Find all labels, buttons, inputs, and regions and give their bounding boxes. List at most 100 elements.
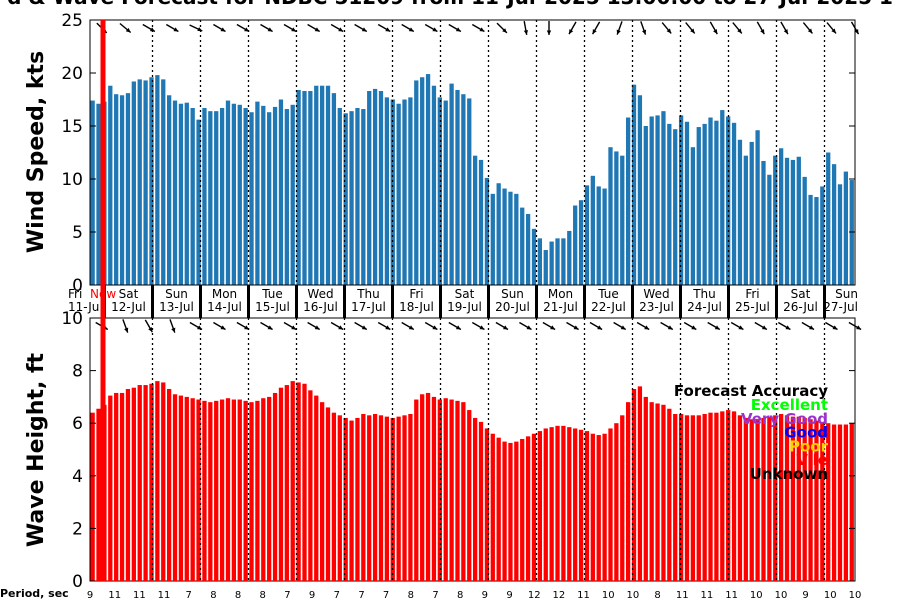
wind-speed-bar (684, 121, 690, 285)
wave-direction-arrow-head (761, 325, 767, 330)
period-value: 10 (627, 590, 640, 600)
wind-direction-arrow-head (831, 28, 836, 34)
date-label: 25-Jul (735, 300, 770, 314)
wind-direction-arrow-head (854, 29, 859, 35)
wave-height-bar (502, 441, 507, 581)
wind-speed-bar (843, 171, 849, 285)
day-separator (583, 285, 586, 318)
day-separator (487, 285, 490, 318)
wind-speed-bar (143, 80, 148, 285)
wind-speed-bar (214, 111, 219, 285)
wind-speed-bar (443, 100, 448, 285)
wave-height-bar (437, 399, 442, 581)
day-name-label: Fri (68, 287, 82, 301)
day-label-row: Fri11-JulSat12-JulSun13-JulMon14-JulTue1… (68, 284, 858, 318)
wave-height-bar (243, 400, 248, 581)
wave-height-bar (272, 392, 278, 581)
date-label: 11-Jul (68, 300, 103, 314)
wave-height-bar (767, 416, 772, 582)
wind-speed-bar (520, 207, 525, 285)
wave-direction-arrow-head (573, 325, 579, 330)
wind-speed-bar (790, 159, 796, 285)
period-axis-label: Period, sec (0, 587, 69, 600)
day-name-label: Sat (455, 287, 475, 301)
wind-speed-bar (161, 79, 166, 285)
wind-speed-bar (290, 104, 295, 285)
wave-height-bar (643, 396, 648, 581)
wave-height-bar (284, 385, 289, 581)
wave-direction-arrow-head (267, 325, 273, 330)
wave-height-bar (108, 395, 113, 581)
wind-speed-bar (337, 107, 342, 285)
wind-speed-bar (514, 193, 519, 285)
date-label: 17-Jul (351, 300, 386, 314)
wind-speed-bar (649, 116, 654, 286)
wave-direction-arrow-head (244, 325, 250, 330)
wind-speed-bar (461, 94, 466, 285)
wind-speed-bar (343, 113, 348, 285)
wind-direction-arrow-head (197, 27, 203, 31)
wave-direction-arrow-head (455, 325, 461, 330)
wave-direction-arrows (95, 319, 862, 333)
wind-direction-arrow-head (432, 27, 438, 32)
wind-speed-bar (567, 230, 572, 285)
now-marker: Now (90, 20, 116, 581)
period-value: 11 (701, 590, 714, 600)
period-value: 12 (528, 590, 541, 600)
wave-direction-arrow-head (479, 325, 485, 330)
wave-height-bar (802, 417, 807, 581)
wave-height-bar (667, 408, 672, 582)
wind-direction-arrow-head (546, 30, 552, 35)
wave-direction-arrow-head (503, 325, 508, 330)
wind-speed-bar (555, 238, 560, 285)
wind-y-ticks: 0 5 10 15 20 25 (61, 11, 855, 296)
wind-speed-bar (402, 99, 407, 285)
day-name-label: Sat (119, 287, 139, 301)
wave-height-bar (119, 392, 125, 581)
wind-speed-panel: 0 5 10 15 20 25 Wind Speed, kts (24, 11, 860, 296)
wind-speed-bar (608, 147, 613, 285)
legend-item: Poor (789, 437, 829, 455)
period-value: 8 (210, 590, 216, 600)
wave-direction-arrow-head (809, 325, 814, 330)
wave-direction-arrow-head (148, 327, 153, 333)
wave-height-bar (208, 402, 213, 581)
wind-direction-arrow-head (125, 27, 131, 33)
period-value: 10 (775, 590, 788, 600)
wave-height-bar (626, 402, 631, 581)
period-value: 11 (108, 590, 121, 600)
wind-speed-bar (814, 197, 819, 285)
legend-item: Vile (796, 451, 828, 469)
wind-speed-bar (637, 95, 643, 285)
wind-speed-bar (349, 111, 354, 285)
wind-speed-bar (849, 180, 854, 285)
wind-speed-bar (202, 107, 207, 285)
wind-speed-bar (331, 93, 337, 285)
period-value: 12 (553, 590, 566, 600)
day-name-label: Wed (307, 287, 333, 301)
day-separator (823, 285, 826, 318)
wind-direction-arrow-head (807, 28, 813, 34)
day-separator (439, 285, 442, 318)
wind-speed-bar (478, 159, 484, 285)
wave-height-bar (673, 414, 678, 581)
wave-direction-arrow-head (597, 325, 603, 330)
wind-speed-bar (767, 174, 772, 285)
wind-speed-bar (249, 112, 254, 285)
wave-height-bar (314, 395, 319, 581)
wave-height-bar (714, 412, 719, 581)
wind-speed-bar (826, 152, 831, 285)
wind-speed-bar (496, 183, 501, 285)
date-label: 19-Jul (447, 300, 482, 314)
now-line (100, 20, 106, 581)
legend-item: Very Good (741, 410, 828, 428)
wind-y-tick-label: 25 (61, 11, 83, 31)
wave-height-bar (755, 419, 760, 581)
wind-speed-bar (525, 213, 531, 285)
wind-speed-bar (561, 238, 566, 285)
wave-height-bar (702, 414, 707, 581)
wind-speed-bar (455, 89, 460, 286)
date-label: 13-Jul (159, 300, 194, 314)
day-separator (631, 285, 634, 318)
